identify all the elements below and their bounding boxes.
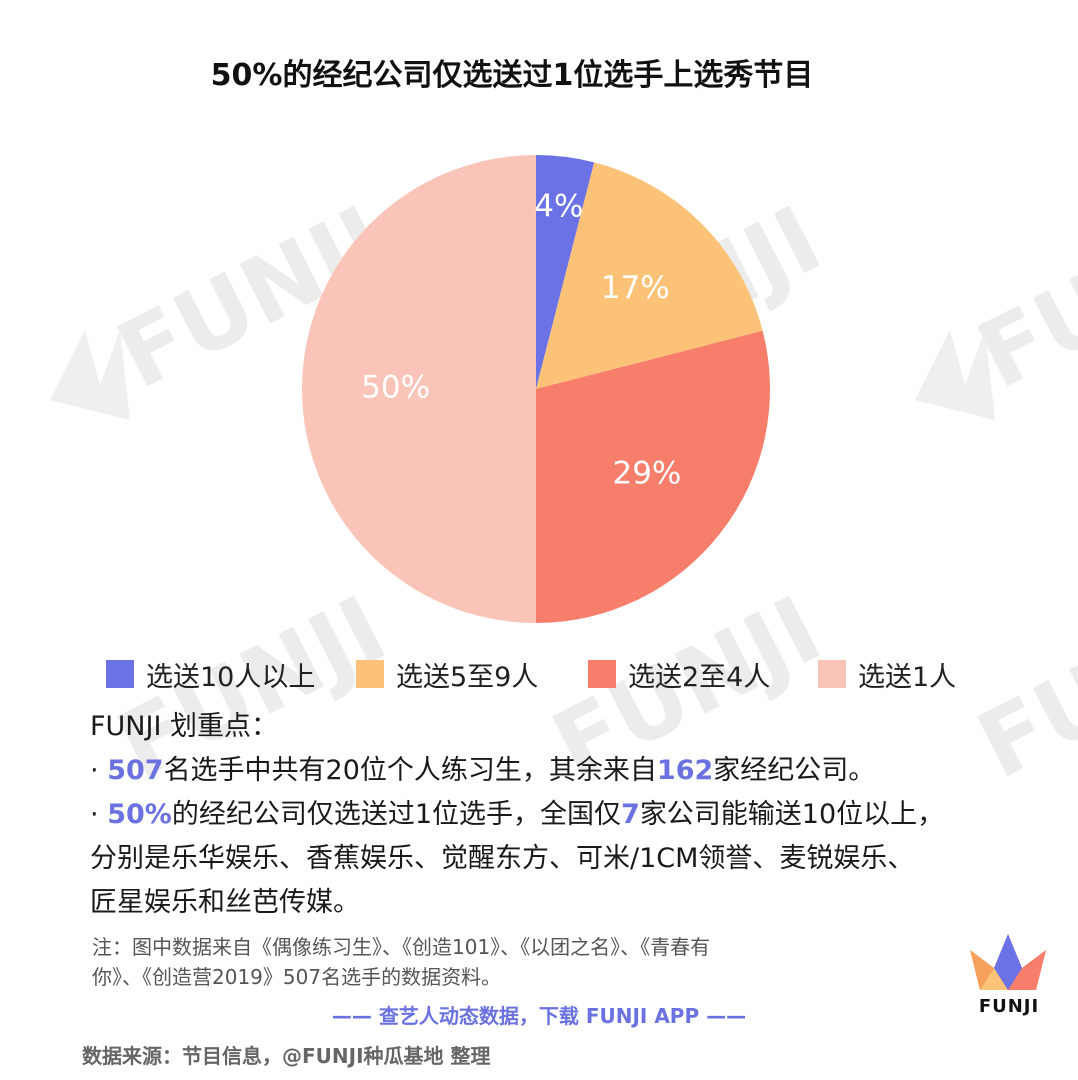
key-point-text: 家经纪公司。 [713, 755, 876, 786]
key-points-heading: FUNJI 划重点： [90, 711, 278, 742]
pie-slice [536, 330, 770, 623]
key-points: FUNJI 划重点： · 507名选手中共有20位个人练习生，其余来自162家经… [90, 705, 1050, 925]
pie-slice [536, 155, 595, 389]
legend-swatch [106, 660, 134, 688]
pie-chart: 4% 17% 29% 50% [302, 155, 770, 623]
data-source: 数据来源：节目信息，@FUNJI种瓜基地 整理 [82, 1044, 491, 1068]
key-point-text: 的经纪公司仅选送过1位选手，全国仅 [171, 799, 622, 830]
legend-swatch [356, 660, 384, 688]
legend-label: 选送10人以上 [146, 661, 316, 693]
pie-slice [302, 155, 536, 623]
key-point-2: · 50%的经纪公司仅选送过1位选手，全国仅7家公司能输送10位以上， [90, 793, 1050, 837]
page-title: 50%的经纪公司仅选送过1位选手上选秀节目 [210, 58, 814, 93]
highlight-number: 507 [107, 755, 164, 786]
brand-logo-text: FUNJI [978, 996, 1040, 1017]
pie-slice-label: 4% [534, 188, 583, 224]
legend-label: 选送1人 [858, 661, 957, 693]
legend-item-5to9: 选送5至9人 [356, 655, 588, 694]
pie-slice-label: 50% [361, 370, 430, 406]
legend-item-10plus: 选送10人以上 [106, 655, 356, 694]
pie-slice-label: 17% [601, 270, 670, 306]
key-point-1: · 507名选手中共有20位个人练习生，其余来自162家经纪公司。 [90, 749, 1050, 793]
legend-item-1: 选送1人 [818, 655, 978, 694]
legend-label: 选送5至9人 [396, 661, 539, 693]
highlight-number: 7 [621, 799, 640, 830]
download-cta: —— 查艺人动态数据，下载 FUNJI APP —— [331, 1004, 747, 1028]
key-point-text: 名选手中共有20位个人练习生，其余来自 [163, 755, 657, 786]
bullet: · [90, 799, 99, 830]
highlight-number: 50% [107, 799, 172, 830]
legend-swatch [588, 660, 616, 688]
key-point-2-cont: 分别是乐华娱乐、香蕉娱乐、觉醒东方、可米/1CM领誉、麦锐娱乐、 [90, 843, 915, 874]
funji-crown-logo-icon [970, 934, 1046, 990]
chart-legend: 选送10人以上 选送5至9人 选送2至4人 选送1人 [106, 654, 1006, 694]
legend-label: 选送2至4人 [628, 661, 771, 693]
legend-item-2to4: 选送2至4人 [588, 655, 818, 694]
bullet: · [90, 755, 99, 786]
footnote-line: 注：图中数据来自《偶像练习生》、《创造101》、《以团之名》、《青春有 [92, 935, 711, 959]
highlight-number: 162 [656, 755, 714, 786]
footnote: 注：图中数据来自《偶像练习生》、《创造101》、《以团之名》、《青春有 你》、《… [92, 932, 892, 992]
pie-slice [536, 162, 763, 389]
legend-swatch [818, 660, 846, 688]
footnote-line: 你》、《创造营2019》507名选手的数据资料。 [92, 965, 502, 989]
pie-slice-label: 29% [612, 456, 681, 492]
key-point-text: 家公司能输送10位以上， [639, 799, 945, 830]
key-point-2-cont: 匠星娱乐和丝芭传媒。 [90, 887, 360, 918]
